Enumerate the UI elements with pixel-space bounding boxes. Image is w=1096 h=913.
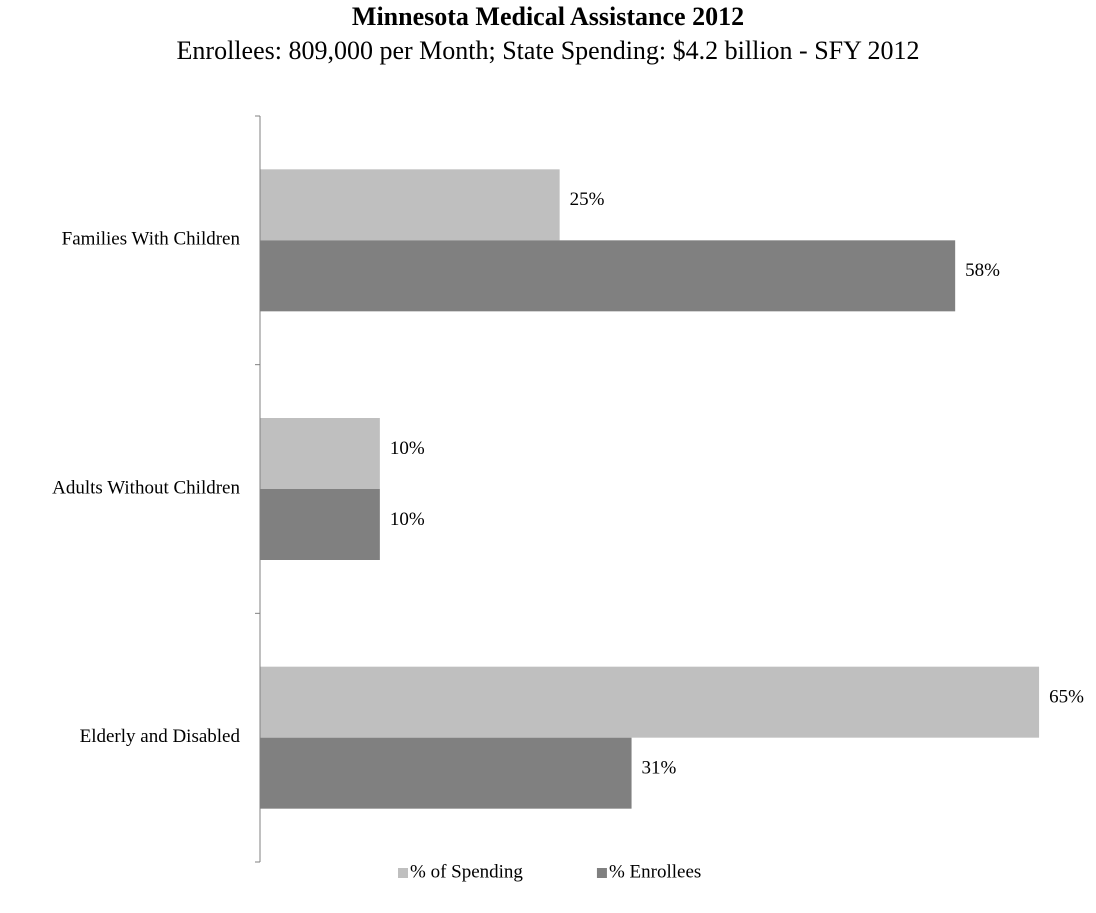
legend-swatch xyxy=(596,868,607,878)
y-tick-label: Adults Without Children xyxy=(52,477,240,498)
y-tick-label: Families With Children xyxy=(62,229,241,250)
legend-swatch xyxy=(398,868,408,878)
bar xyxy=(260,418,380,489)
legend-label: % Enrollees xyxy=(609,861,701,882)
data-label: 10% xyxy=(390,438,425,459)
legend-label: % of Spending xyxy=(410,861,523,882)
data-label: 65% xyxy=(1049,687,1084,708)
chart-title: Minnesota Medical Assistance 2012 xyxy=(352,2,744,31)
chart-subtitle: Enrollees: 809,000 per Month; State Spen… xyxy=(177,36,920,65)
bar xyxy=(260,489,380,560)
bar xyxy=(260,169,560,241)
data-label: 25% xyxy=(570,189,605,210)
data-label: 31% xyxy=(642,758,677,779)
y-tick-label: Elderly and Disabled xyxy=(80,726,241,747)
bar xyxy=(260,240,956,312)
bar xyxy=(260,737,632,809)
bar xyxy=(260,666,1040,738)
data-label: 10% xyxy=(390,509,425,530)
data-label: 58% xyxy=(965,260,1000,281)
